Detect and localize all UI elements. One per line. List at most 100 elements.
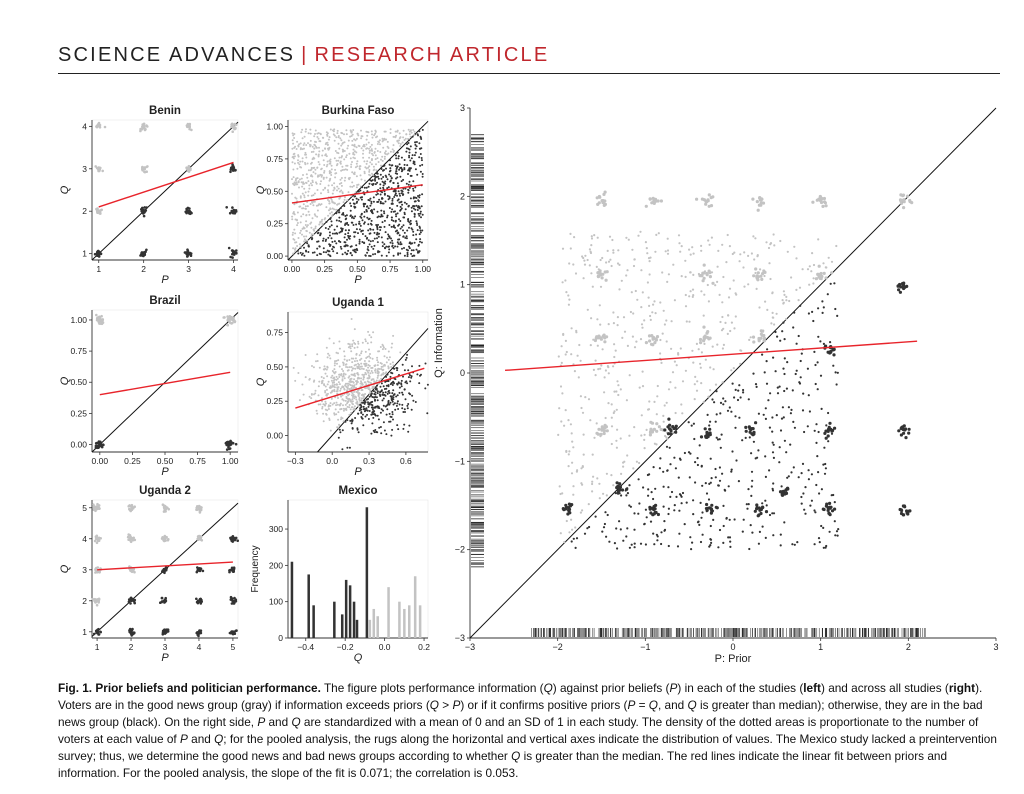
data-point — [577, 376, 580, 379]
data-point — [235, 249, 238, 252]
data-point — [413, 205, 416, 208]
data-point — [298, 205, 301, 208]
x-axis-label: P — [161, 466, 169, 478]
data-point — [645, 247, 648, 250]
data-point — [335, 378, 338, 381]
data-point — [353, 150, 356, 153]
data-point — [628, 484, 631, 487]
data-point — [376, 157, 379, 160]
data-point — [346, 238, 348, 241]
data-point — [756, 254, 759, 257]
data-point — [380, 158, 382, 161]
data-point — [369, 372, 372, 375]
data-point — [671, 431, 675, 434]
data-point — [413, 161, 416, 163]
data-point — [396, 176, 399, 179]
data-point — [628, 434, 631, 437]
data-point — [415, 141, 418, 143]
data-point — [378, 426, 381, 429]
data-point — [352, 357, 355, 360]
data-point — [351, 144, 354, 147]
data-point — [673, 360, 677, 363]
data-point — [705, 502, 709, 507]
x-axis-label: P — [354, 466, 362, 478]
data-point — [629, 505, 633, 508]
data-point — [376, 390, 379, 393]
data-point — [351, 171, 354, 174]
data-point — [374, 158, 377, 161]
data-point — [343, 388, 346, 391]
data-point — [684, 259, 687, 262]
data-point — [376, 237, 378, 240]
data-point — [782, 290, 786, 293]
data-point — [360, 212, 363, 215]
data-point — [369, 356, 372, 359]
data-point — [368, 360, 371, 363]
data-point — [325, 388, 328, 391]
data-point — [823, 201, 828, 205]
data-point — [383, 164, 386, 167]
panel-title: Brazil — [149, 295, 180, 307]
data-point — [419, 240, 421, 243]
data-point — [376, 135, 379, 138]
data-point — [370, 403, 373, 406]
data-point — [351, 133, 354, 136]
data-point — [292, 231, 294, 234]
data-point — [389, 132, 392, 134]
data-point — [561, 247, 565, 250]
data-point — [361, 233, 364, 235]
data-point — [407, 137, 409, 140]
data-points — [557, 190, 914, 551]
data-point — [612, 311, 615, 314]
data-point — [383, 181, 385, 184]
data-point — [343, 358, 346, 361]
data-point — [602, 203, 606, 207]
data-point — [164, 631, 168, 634]
data-point — [897, 429, 901, 433]
data-point — [396, 394, 399, 397]
data-point — [607, 372, 610, 375]
data-point — [308, 213, 311, 216]
data-point — [662, 309, 665, 312]
data-point — [421, 163, 424, 166]
data-point — [833, 501, 836, 504]
data-point — [692, 361, 695, 364]
data-point — [386, 214, 389, 217]
data-point — [232, 210, 236, 214]
data-point — [822, 526, 825, 530]
data-point — [419, 212, 422, 215]
data-point — [232, 168, 235, 172]
data-point — [771, 416, 774, 419]
data-point — [761, 502, 764, 505]
data-point — [339, 389, 342, 392]
data-point — [344, 168, 347, 171]
data-point — [407, 191, 410, 194]
data-point — [741, 530, 744, 533]
data-point — [596, 477, 599, 480]
data-point — [350, 411, 353, 414]
data-point — [394, 245, 397, 248]
data-point — [409, 374, 411, 377]
data-point — [328, 200, 331, 203]
data-point — [387, 380, 390, 383]
data-point — [323, 218, 326, 221]
data-point — [370, 245, 373, 248]
data-point — [369, 145, 372, 148]
data-point — [307, 180, 310, 183]
data-point — [295, 148, 298, 150]
data-point — [596, 236, 599, 239]
data-point — [766, 348, 769, 351]
data-point — [743, 285, 746, 288]
data-point — [372, 386, 375, 389]
data-point — [198, 567, 201, 570]
x-tick-label: 5 — [231, 642, 236, 652]
data-point — [379, 385, 382, 388]
data-point — [385, 375, 388, 378]
data-point — [567, 502, 572, 506]
data-point — [721, 381, 724, 384]
data-point — [721, 301, 724, 304]
data-point — [754, 267, 758, 271]
data-point — [364, 254, 367, 257]
data-point — [633, 512, 636, 515]
data-point — [416, 173, 419, 176]
